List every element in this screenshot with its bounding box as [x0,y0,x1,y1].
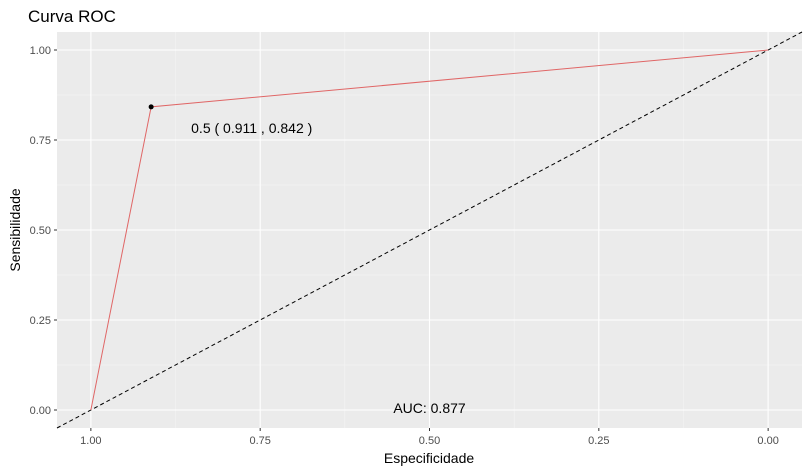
x-tick-label: 0.00 [757,435,778,447]
y-tick-label: 0.00 [30,405,51,417]
chart-title: Curva ROC [28,7,116,26]
threshold-point [148,104,154,110]
auc-label: AUC: 0.877 [393,400,466,416]
x-axis-ticks: 1.00 0.75 0.50 0.25 0.00 [80,428,779,447]
y-axis-label: Sensibilidade [7,188,23,271]
threshold-label: 0.5 ( 0.911 , 0.842 ) [191,120,312,136]
y-axis-ticks: 0.00 0.25 0.50 0.75 1.00 [30,45,57,417]
x-axis-label: Especificidade [384,450,474,466]
y-tick-label: 1.00 [30,45,51,57]
y-tick-label: 0.75 [30,135,51,147]
y-tick-label: 0.25 [30,315,51,327]
x-tick-label: 1.00 [80,435,101,447]
reference-diagonal-line [56,31,803,429]
x-tick-label: 0.25 [588,435,609,447]
x-tick-label: 0.75 [249,435,270,447]
y-tick-label: 0.50 [30,225,51,237]
x-tick-label: 0.50 [419,435,440,447]
